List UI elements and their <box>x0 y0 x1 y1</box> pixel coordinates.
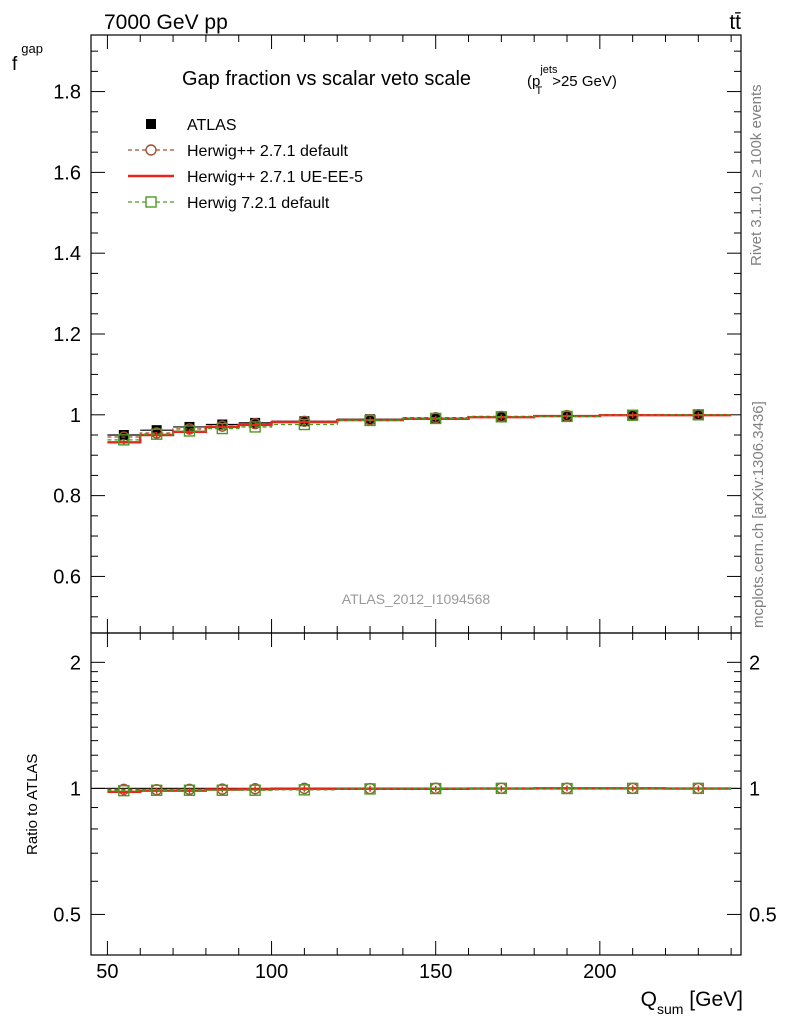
legend-marker-circle <box>145 144 157 156</box>
process-label: tt̄ <box>729 11 741 34</box>
series-3-point <box>429 412 442 425</box>
y-tick-label: 1.2 <box>53 324 81 346</box>
series-3-line <box>107 414 732 441</box>
series-3-ratio-point <box>298 784 311 796</box>
y-tick-label: 1.6 <box>53 162 81 184</box>
ratio-panel-frame <box>90 632 742 956</box>
legend-marker-atlas <box>146 119 156 129</box>
atlas-data-point <box>184 421 195 432</box>
legend-label: Herwig++ 2.7.1 default <box>187 143 349 160</box>
x-tick-label: 200 <box>583 961 616 983</box>
series-3-ratio-point <box>216 784 229 796</box>
series-3-point <box>692 409 705 421</box>
ratio-y-tick-label-right: 1 <box>749 778 760 800</box>
ratio-y-tick-label-right: 2 <box>749 652 760 674</box>
main-axis-ticks: 0.6 0.8 1 1.2 1.4 1.6 1.8 <box>53 35 741 633</box>
ratio-series-group <box>107 782 732 797</box>
y-axis-label-sub: gap <box>21 41 43 56</box>
x-axis-label: Qsum [GeV] <box>641 988 743 1017</box>
cut-sup: jets <box>539 64 558 76</box>
series-3-ratio-line <box>107 787 732 792</box>
legend-label: ATLAS <box>187 117 237 134</box>
cut-p: p <box>532 73 540 90</box>
x-axis-label-sub: sum <box>657 1001 683 1017</box>
mcplots-label: mcplots.cern.ch [arXiv:1306.3436] <box>750 401 767 628</box>
ratio-y-tick-label: 0.5 <box>53 904 81 926</box>
y-tick-label: 1.8 <box>53 82 81 104</box>
series-3-point <box>561 410 573 423</box>
ratio-y-tick-label-right: 0.5 <box>749 904 777 926</box>
ratio-y-tick-label: 1 <box>70 778 81 800</box>
collision-label: 7000 GeV pp <box>104 11 228 34</box>
y-tick-label: 0.8 <box>53 486 81 508</box>
main-series-group <box>107 409 732 446</box>
rivet-label: Rivet 3.1.10, ≥ 100k events <box>748 84 765 266</box>
ratio-y-tick-label: 2 <box>70 652 81 674</box>
atlas-data-point <box>151 425 162 436</box>
series-3-ratio-point <box>249 784 261 796</box>
series-3-ratio-point <box>495 782 508 795</box>
x-tick-label: 150 <box>419 961 452 983</box>
cut-tail: >25 GeV) <box>552 73 617 90</box>
x-tick-label: 50 <box>96 961 118 983</box>
series-3-ratio-point <box>183 784 196 796</box>
series-3-ratio-point <box>692 782 705 795</box>
ratio-y-axis-label: Ratio to ATLAS <box>24 754 41 855</box>
y-axis-label: fgap <box>12 41 43 75</box>
legend: ATLAS Herwig++ 2.7.1 default Herwig++ 2.7.… <box>128 117 363 212</box>
series-3-point <box>249 421 261 433</box>
series-3-point <box>150 428 163 440</box>
series-3-ratio-point <box>626 782 639 795</box>
series-3-point <box>118 434 130 446</box>
series-3-ratio-point <box>429 782 442 795</box>
legend-marker-square <box>145 196 157 208</box>
x-axis-label-unit: [GeV] <box>683 988 743 1011</box>
chart-title-cut: (pjets T>25 GeV) <box>527 64 617 97</box>
series-3-point <box>495 411 508 423</box>
legend-label: Herwig 7.2.1 default <box>187 195 330 212</box>
series-3-ratio-point <box>150 784 163 796</box>
series-3-ratio-point <box>561 782 573 795</box>
x-tick-label: 100 <box>255 961 288 983</box>
legend-label: Herwig++ 2.7.1 UE-EE-5 <box>187 169 363 186</box>
y-tick-label: 0.6 <box>53 566 81 588</box>
series-3-point <box>298 418 311 431</box>
y-tick-label: 1 <box>70 405 81 427</box>
ratio-axis-ticks: 50 100 150 200 0.5 0.5 1 1 2 2 <box>53 633 777 983</box>
cut-sub: T <box>535 85 542 97</box>
series-3-point <box>183 425 196 437</box>
series-3-point <box>216 422 229 435</box>
analysis-id: ATLAS_2012_I1094568 <box>342 591 491 607</box>
y-tick-label: 1.4 <box>53 243 81 265</box>
series-3-point <box>626 409 639 421</box>
series-3-ratio-point <box>364 783 376 795</box>
series-3-point <box>364 414 376 427</box>
series-3-ratio-point <box>118 784 130 797</box>
chart-title: Gap fraction vs scalar veto scale <box>182 68 471 90</box>
